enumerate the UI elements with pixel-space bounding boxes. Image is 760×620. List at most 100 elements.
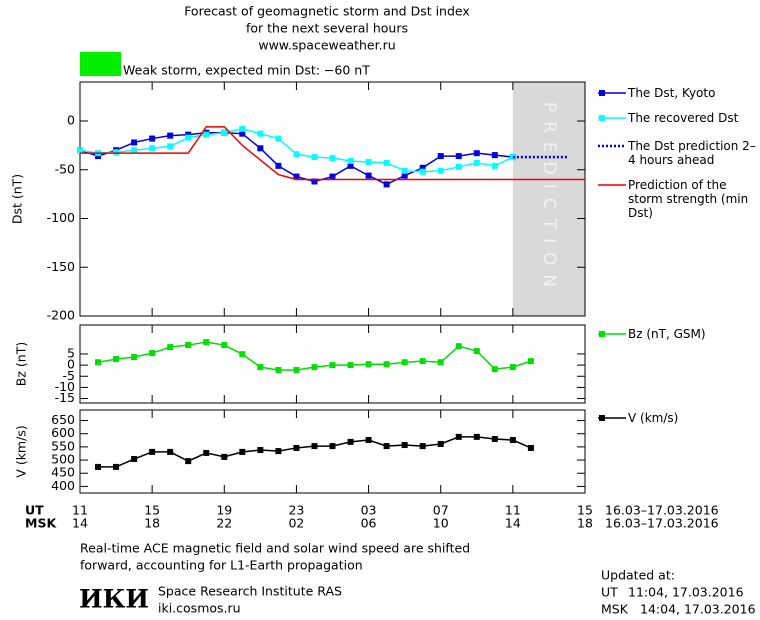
footer-note: forward, accounting for L1-Earth propaga…: [80, 558, 363, 573]
y-axis-label: Bz (nT): [14, 342, 29, 386]
data-point: [419, 358, 426, 365]
data-point: [437, 167, 444, 174]
data-point: [311, 178, 318, 185]
data-point: [185, 134, 192, 141]
data-point: [113, 356, 120, 363]
y-tick-label: -5: [63, 368, 75, 383]
data-point: [491, 435, 498, 442]
plot-frame: [79, 324, 586, 404]
data-point: [113, 463, 120, 470]
data-point: [419, 164, 426, 171]
x-tick-label: 02: [288, 516, 304, 531]
footer-note: Real-time ACE magnetic field and solar w…: [80, 541, 470, 556]
data-point: [509, 437, 516, 444]
data-point: [401, 359, 408, 366]
data-point: [293, 367, 300, 374]
data-point: [239, 125, 246, 132]
data-point: [383, 443, 390, 450]
data-point: [311, 154, 318, 161]
data-point: [491, 152, 498, 159]
data-point: [329, 173, 336, 180]
data-point: [419, 168, 426, 175]
updated-ut-label: UT: [601, 585, 618, 600]
y-tick-label: -15: [55, 390, 75, 405]
data-point: [293, 173, 300, 180]
y-tick-label: 650: [51, 412, 75, 427]
x-tick-label: 18: [144, 516, 160, 531]
x-tick-label: 15: [144, 503, 160, 518]
data-point: [455, 343, 462, 350]
x-tick-label: 10: [433, 516, 449, 531]
data-point: [365, 172, 372, 179]
title-line: Forecast of geomagnetic storm and Dst in…: [184, 4, 470, 19]
legend-marker: [599, 115, 605, 121]
title-line: for the next several hours: [246, 21, 408, 36]
y-tick-label: 400: [51, 478, 75, 493]
x-tick-label: 07: [433, 503, 449, 518]
data-point: [347, 157, 354, 164]
legend-label: V (km/s): [628, 411, 679, 425]
data-point: [221, 342, 228, 349]
x-tick-label: 15: [577, 503, 593, 518]
x-tick-label: 11: [72, 503, 88, 518]
data-point: [149, 145, 156, 152]
ut-label: UT: [25, 503, 44, 518]
data-point: [239, 130, 246, 137]
data-point: [365, 361, 372, 368]
data-point: [77, 147, 83, 154]
logo: ИКИ: [79, 585, 149, 614]
data-point: [491, 366, 498, 373]
y-tick-label: 0: [67, 357, 75, 372]
data-point: [455, 153, 462, 160]
y-tick-label: 500: [51, 452, 75, 467]
y-tick-label: 450: [51, 465, 75, 480]
x-tick-label: 19: [216, 503, 232, 518]
data-point: [221, 453, 228, 460]
data-point: [329, 443, 336, 450]
date-range: 16.03–17.03.2016: [605, 516, 719, 531]
data-point: [149, 135, 156, 142]
data-point: [401, 167, 408, 174]
legend-label: The Dst prediction 2–4 hours ahead: [628, 139, 756, 167]
data-point: [275, 135, 282, 142]
y-tick-label: 5: [67, 345, 75, 360]
data-point: [383, 181, 390, 188]
data-point: [401, 172, 408, 179]
data-point: [95, 463, 102, 470]
series-line: [98, 436, 532, 468]
updated-ut-time: 11:04, 17.03.2016: [628, 585, 744, 600]
series-line: [79, 128, 514, 173]
data-point: [437, 153, 444, 160]
data-point: [527, 358, 534, 365]
y-tick-label: -50: [55, 161, 75, 176]
data-point: [437, 440, 444, 447]
legend-label: Prediction of the storm strength (min Ds…: [628, 178, 749, 220]
updated-msk-label: MSK: [601, 602, 629, 617]
x-tick-label: 03: [361, 503, 377, 518]
x-tick-label: 06: [361, 516, 377, 531]
data-point: [203, 131, 210, 138]
data-point: [455, 163, 462, 170]
data-point: [149, 350, 156, 357]
data-point: [257, 447, 264, 454]
data-point: [473, 348, 480, 355]
data-point: [275, 367, 282, 374]
data-point: [311, 443, 318, 450]
data-point: [527, 444, 534, 451]
data-point: [257, 130, 264, 137]
storm-label: Weak storm, expected min Dst: −60 nT: [123, 63, 370, 78]
y-tick-label: 600: [51, 425, 75, 440]
legend-marker: [599, 331, 605, 337]
y-tick-label: -150: [47, 259, 75, 274]
data-point: [293, 151, 300, 158]
data-point: [113, 149, 120, 156]
data-point: [167, 448, 174, 455]
data-point: [347, 162, 354, 169]
y-tick-label: -100: [47, 210, 75, 225]
legend-label: Bz (nT, GSM): [628, 327, 706, 341]
data-point: [203, 449, 210, 456]
data-point: [167, 132, 174, 139]
x-tick-label: 11: [505, 503, 521, 518]
prediction-band: [512, 82, 585, 316]
